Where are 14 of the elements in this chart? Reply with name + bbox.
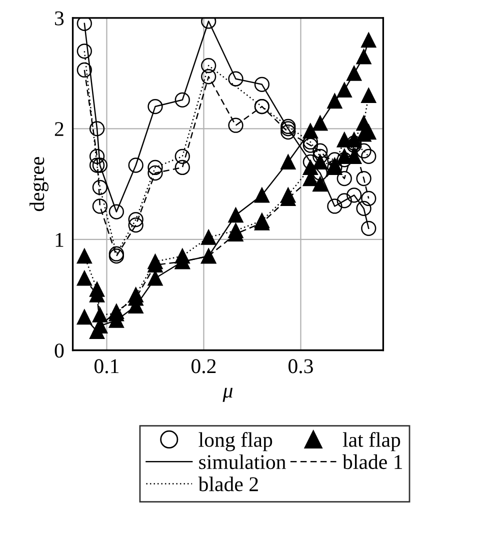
text: blade 2 [198, 476, 258, 492]
text: simulation [199, 454, 286, 470]
y-tick-label: 2 [54, 122, 64, 136]
y-tick-label: 3 [55, 11, 64, 26]
y-axis-title: degree [30, 157, 48, 212]
x-axis-title: μ [222, 388, 233, 402]
x-tick-label: 0.3 [288, 359, 313, 374]
text: lat flap [342, 432, 400, 452]
y-tick-label: 0 [54, 344, 64, 358]
text: long flap [198, 432, 272, 452]
x-tick-label: 0.2 [192, 359, 216, 374]
text: blade 1 [342, 454, 402, 470]
x-tick-label: 0.1 [94, 359, 119, 374]
y-tick-label: 1 [56, 232, 64, 247]
